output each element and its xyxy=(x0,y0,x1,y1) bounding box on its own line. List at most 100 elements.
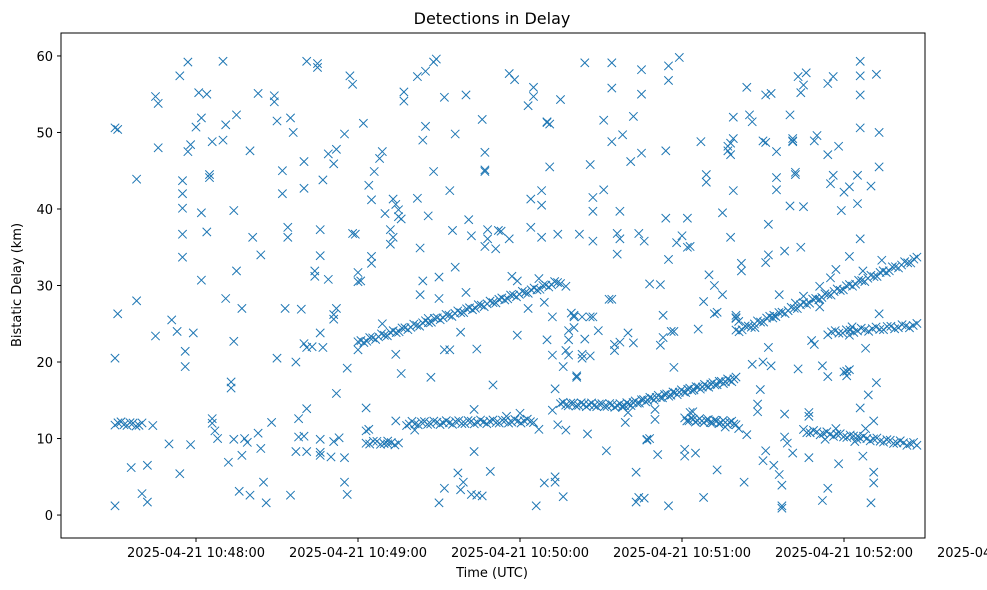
data-point xyxy=(852,199,863,209)
data-point xyxy=(177,203,188,213)
data-point xyxy=(237,303,247,314)
data-point xyxy=(447,225,458,235)
data-point xyxy=(283,222,293,232)
data-point xyxy=(218,135,228,145)
data-point xyxy=(537,200,547,210)
data-point xyxy=(636,65,647,75)
data-point xyxy=(658,332,668,343)
data-point xyxy=(506,290,516,300)
data-point xyxy=(221,120,231,130)
data-point xyxy=(777,501,787,511)
data-point xyxy=(874,162,884,172)
data-point xyxy=(456,485,466,495)
data-point xyxy=(868,434,879,444)
data-point xyxy=(547,350,557,360)
data-point xyxy=(528,91,539,102)
data-point xyxy=(331,388,341,398)
data-point xyxy=(256,250,266,260)
data-point xyxy=(177,176,188,186)
data-point xyxy=(388,232,398,242)
x-tick-label: 2025-04-21 10:49:00 xyxy=(289,546,427,561)
data-point xyxy=(207,137,217,147)
data-point xyxy=(202,89,212,99)
data-point xyxy=(226,383,236,393)
data-point xyxy=(356,276,366,286)
data-point xyxy=(674,52,684,63)
data-point xyxy=(456,308,466,318)
data-point xyxy=(483,225,493,235)
data-point xyxy=(842,366,852,376)
data-point xyxy=(823,289,833,299)
data-point xyxy=(569,310,579,320)
data-point xyxy=(866,181,876,191)
data-point xyxy=(207,418,217,428)
data-point xyxy=(766,361,776,371)
data-point xyxy=(467,305,478,315)
data-point xyxy=(307,342,317,352)
data-point xyxy=(705,417,715,428)
data-point xyxy=(701,177,711,187)
data-point xyxy=(742,82,752,92)
data-point xyxy=(366,258,377,268)
data-point xyxy=(186,440,196,450)
data-point xyxy=(564,350,574,360)
data-point xyxy=(809,136,819,146)
data-point xyxy=(869,416,879,426)
data-point xyxy=(739,477,749,487)
data-point xyxy=(175,469,185,479)
data-point xyxy=(874,309,884,319)
data-point xyxy=(456,327,466,337)
data-point xyxy=(828,72,838,82)
data-point xyxy=(377,147,387,157)
data-point xyxy=(682,416,692,426)
data-point xyxy=(663,61,674,71)
data-point xyxy=(604,294,614,304)
data-point xyxy=(582,429,593,439)
data-point xyxy=(564,326,574,336)
data-point xyxy=(394,327,404,337)
data-point xyxy=(912,440,922,450)
data-point xyxy=(798,202,809,212)
data-point xyxy=(476,300,486,310)
data-point xyxy=(793,72,803,82)
data-point xyxy=(175,71,185,81)
data-point xyxy=(701,415,711,425)
data-point xyxy=(774,469,784,480)
data-point xyxy=(731,420,741,430)
data-point xyxy=(601,446,611,456)
data-point xyxy=(196,208,206,218)
data-point xyxy=(555,399,566,409)
data-point xyxy=(364,424,374,434)
data-point xyxy=(798,291,809,301)
data-point xyxy=(221,293,231,304)
data-point xyxy=(728,112,738,122)
data-point xyxy=(658,310,668,320)
data-point xyxy=(210,426,220,436)
data-point xyxy=(391,416,401,426)
data-point xyxy=(497,415,507,425)
data-point xyxy=(871,378,881,388)
data-point xyxy=(571,401,581,411)
data-point xyxy=(782,438,792,448)
data-point xyxy=(364,180,374,190)
data-point xyxy=(618,130,628,140)
data-point xyxy=(655,392,665,403)
data-point xyxy=(277,166,287,176)
data-point xyxy=(453,306,463,316)
data-point xyxy=(607,58,617,68)
data-point xyxy=(177,229,188,239)
data-point xyxy=(202,227,212,237)
data-point xyxy=(439,92,449,102)
x-tick-label: 2025-04-21 10:48:00 xyxy=(127,546,265,561)
data-point xyxy=(348,228,358,239)
data-point xyxy=(815,281,825,291)
data-point xyxy=(418,276,428,286)
y-tick-label: 0 xyxy=(45,509,53,524)
data-point xyxy=(645,279,655,289)
data-point xyxy=(607,83,617,93)
data-point xyxy=(366,251,377,261)
data-point xyxy=(350,229,360,239)
data-point xyxy=(329,310,339,320)
data-point xyxy=(639,493,649,503)
data-point xyxy=(537,186,547,196)
